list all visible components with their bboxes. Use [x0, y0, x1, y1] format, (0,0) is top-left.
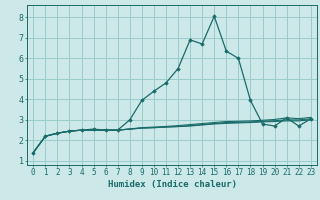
X-axis label: Humidex (Indice chaleur): Humidex (Indice chaleur)	[108, 180, 236, 189]
